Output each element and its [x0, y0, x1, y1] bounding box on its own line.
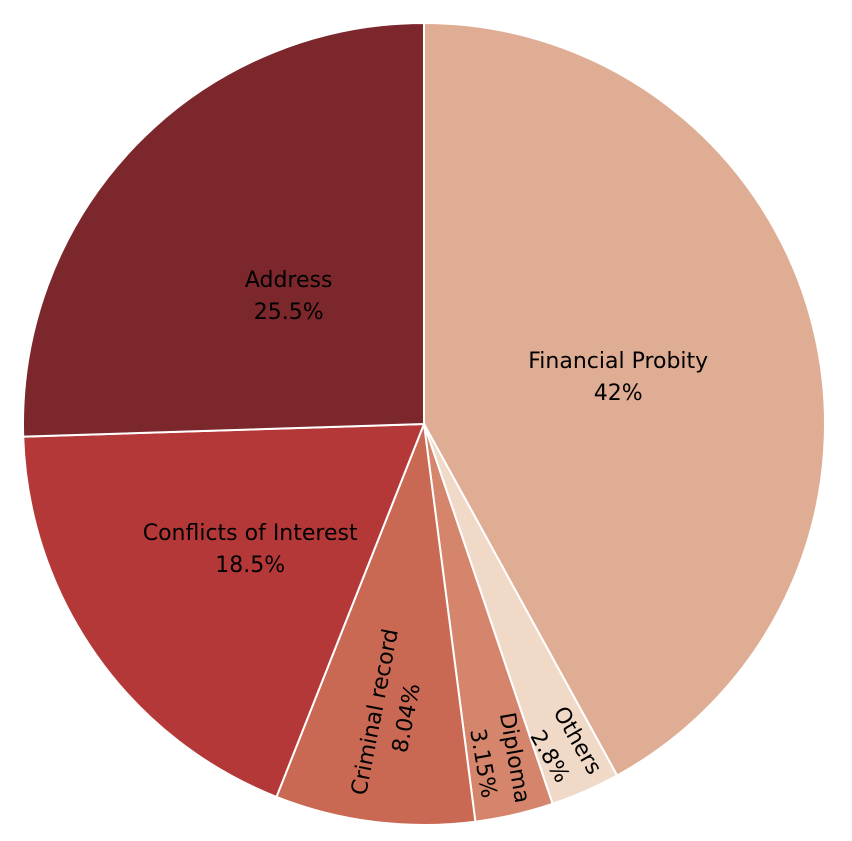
pie-labels: Financial Probity42%Others2.8%Diploma3.1… — [143, 268, 708, 805]
slice-conflicts-of-interest — [22, 422, 426, 799]
slice-criminal-record — [275, 423, 477, 826]
slice-financial-probity — [423, 21, 826, 777]
label-conflicts-of-interest: Conflicts of Interest 18.5% — [143, 521, 358, 578]
slice-address — [22, 21, 425, 438]
label-address: Address 25.5% — [245, 268, 333, 325]
slice-name-label: Financial Probity — [528, 349, 708, 374]
slice-name-label: Conflicts of Interest — [143, 521, 358, 546]
slice-name-label: Address — [245, 268, 333, 293]
pie-slices — [22, 21, 826, 826]
slice-value-label: 25.5% — [254, 300, 324, 325]
slice-value-label: 42% — [594, 381, 643, 406]
slice-value-label: 18.5% — [215, 553, 285, 578]
label-financial-probity: Financial Probity 42% — [528, 349, 708, 406]
